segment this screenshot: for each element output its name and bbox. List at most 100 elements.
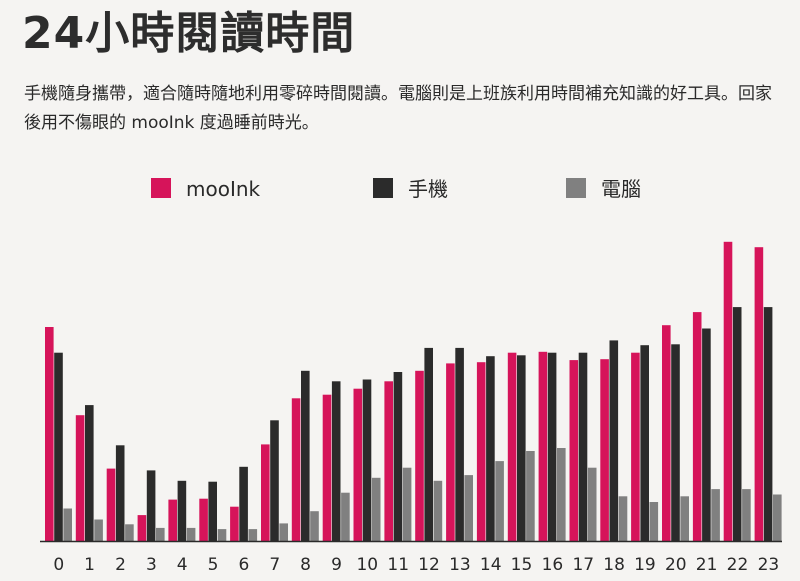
bar-computer-hour-6 xyxy=(248,529,258,541)
bar-phone-hour-6 xyxy=(239,466,248,541)
bar-phone-hour-3 xyxy=(146,470,156,541)
bar-computer-hour-1 xyxy=(94,519,103,541)
bar-mooink-hour-23 xyxy=(754,247,764,541)
bar-computer-hour-7 xyxy=(279,523,288,541)
bar-phone-hour-21 xyxy=(702,328,711,541)
legend-swatch xyxy=(151,178,171,198)
bar-phone-hour-2 xyxy=(115,445,125,541)
bar-computer-hour-15 xyxy=(526,451,535,541)
x-tick-label: 15 xyxy=(511,555,533,575)
bar-phone-hour-13 xyxy=(455,347,464,541)
bar-computer-hour-23 xyxy=(773,494,782,541)
bar-computer-hour-13 xyxy=(464,475,473,541)
legend-swatch xyxy=(566,178,586,198)
bar-phone-hour-4 xyxy=(177,480,187,541)
bar-phone-hour-12 xyxy=(424,347,433,541)
bar-computer-hour-12 xyxy=(433,480,443,541)
bar-mooink-hour-21 xyxy=(692,312,702,541)
legend-item-mooink: mooInk xyxy=(151,177,261,201)
bar-phone-hour-8 xyxy=(301,370,310,541)
bar-mooink-hour-6 xyxy=(230,506,239,541)
bar-mooink-hour-15 xyxy=(507,352,517,541)
bar-phone-hour-18 xyxy=(609,340,619,541)
bar-mooink-hour-16 xyxy=(538,351,548,541)
x-tick-label: 5 xyxy=(208,555,219,575)
x-tick-label: 23 xyxy=(758,555,780,575)
bar-mooink-hour-10 xyxy=(353,388,363,541)
bar-mooink-hour-2 xyxy=(106,468,116,541)
bar-computer-hour-10 xyxy=(371,477,381,541)
bar-mooink-hour-8 xyxy=(291,398,301,541)
legend-label: mooInk xyxy=(186,177,261,201)
bar-mooink-hour-1 xyxy=(75,415,85,541)
bar-phone-hour-11 xyxy=(393,372,403,541)
x-tick-label: 6 xyxy=(238,555,249,575)
bar-phone-hour-16 xyxy=(547,352,557,541)
x-tick-label: 8 xyxy=(300,555,311,575)
bar-mooink-hour-5 xyxy=(199,498,208,541)
bar-computer-hour-21 xyxy=(711,489,720,541)
bar-computer-hour-2 xyxy=(125,524,134,541)
bar-phone-hour-17 xyxy=(578,352,588,541)
bar-computer-hour-19 xyxy=(649,502,659,541)
x-tick-label: 12 xyxy=(418,555,440,575)
bar-phone-hour-22 xyxy=(732,307,742,541)
x-tick-label: 7 xyxy=(269,555,280,575)
bar-mooink-hour-3 xyxy=(137,515,147,541)
x-tick-label: 1 xyxy=(84,555,95,575)
page-subtitle: 手機隨身攜帶，適合隨時隨地利用零碎時間閱讀。電腦則是上班族利用時間補充知識的好工… xyxy=(24,84,772,133)
bar-computer-hour-3 xyxy=(156,527,165,541)
bar-computer-hour-17 xyxy=(587,467,597,541)
legend-item-phone: 手機 xyxy=(373,177,448,201)
x-axis-tick-labels: 0 1 2 3 4 5 6 7 8 9 10 11 12 13 14 15 16 17 18 19 20 21 22 23 xyxy=(53,555,779,575)
x-tick-label: 22 xyxy=(727,555,749,575)
bar-phone-hour-15 xyxy=(517,355,526,541)
legend-label: 電腦 xyxy=(601,177,641,201)
x-tick-label: 4 xyxy=(177,555,188,575)
bar-computer-hour-16 xyxy=(557,448,566,541)
bar-computer-hour-11 xyxy=(402,467,412,541)
bar-computer-hour-4 xyxy=(186,527,196,541)
bar-computer-hour-14 xyxy=(495,461,504,541)
bar-computer-hour-22 xyxy=(742,489,751,541)
bar-phone-hour-20 xyxy=(671,344,680,541)
bar-mooink-hour-14 xyxy=(476,362,486,541)
x-tick-label: 14 xyxy=(480,555,502,575)
bar-computer-hour-8 xyxy=(310,511,319,541)
bar-mooink-hour-4 xyxy=(168,499,177,541)
page-title: 24小時閱讀時間 xyxy=(22,8,356,59)
bar-computer-hour-9 xyxy=(341,492,350,541)
x-tick-label: 9 xyxy=(331,555,342,575)
bar-computer-hour-20 xyxy=(680,496,689,541)
x-tick-label: 3 xyxy=(146,555,157,575)
bar-mooink-hour-9 xyxy=(322,394,332,541)
x-tick-label: 17 xyxy=(572,555,594,575)
bar-phone-hour-5 xyxy=(208,481,217,541)
bar-mooink-hour-17 xyxy=(569,360,579,541)
bar-phone-hour-23 xyxy=(763,307,773,541)
bar-computer-hour-5 xyxy=(217,529,227,541)
bar-phone-hour-10 xyxy=(362,379,372,541)
bar-mooink-hour-0 xyxy=(45,327,54,541)
bar-mooink-hour-20 xyxy=(662,325,671,541)
bar-mooink-hour-19 xyxy=(631,352,640,541)
bar-computer-hour-0 xyxy=(63,508,72,541)
bar-phone-hour-9 xyxy=(331,381,341,541)
x-tick-label: 16 xyxy=(542,555,564,575)
bar-phone-hour-7 xyxy=(270,420,279,541)
bar-mooink-hour-7 xyxy=(261,444,270,541)
bar-phone-hour-1 xyxy=(85,405,94,541)
x-tick-label: 18 xyxy=(603,555,625,575)
legend-item-computer: 電腦 xyxy=(566,177,641,201)
bar-mooink-hour-18 xyxy=(600,359,609,541)
x-tick-label: 11 xyxy=(387,555,409,575)
chart-legend: mooInk 手機 電腦 xyxy=(151,177,641,201)
x-tick-label: 13 xyxy=(449,555,471,575)
chart-bars xyxy=(45,241,782,542)
bar-mooink-hour-12 xyxy=(415,370,424,541)
x-tick-label: 2 xyxy=(115,555,126,575)
x-tick-label: 0 xyxy=(53,555,64,575)
bar-phone-hour-19 xyxy=(640,345,649,541)
bar-phone-hour-14 xyxy=(486,356,495,541)
x-tick-label: 19 xyxy=(634,555,656,575)
